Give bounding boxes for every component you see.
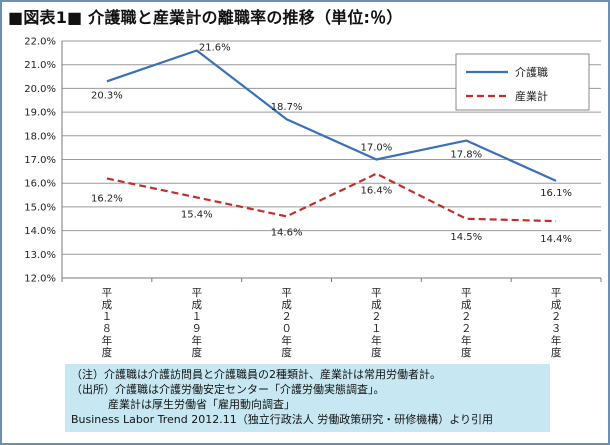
data-label: 14.5% — [450, 232, 482, 243]
x-tick-label: 平成２３年度 — [551, 287, 562, 359]
y-tick-label: 22.0% — [24, 37, 56, 48]
legend-box — [455, 53, 590, 111]
y-tick-label: 17.0% — [24, 155, 56, 166]
y-tick-label: 18.0% — [24, 131, 56, 142]
x-tick-label: 平成２２年度 — [461, 287, 472, 359]
data-label: 14.4% — [540, 234, 572, 245]
legend-label: 介護職 — [515, 65, 548, 79]
note-line-1: （注）介護職は介護訪問員と介護職員の2種類計、産業計は常用労働者計。 — [71, 368, 441, 381]
figure-title: ■図表1■ 介護職と産業計の離職率の推移（単位:％） — [8, 8, 403, 27]
legend-label: 産業計 — [515, 89, 548, 103]
notes-box: （注）介護職は介護訪問員と介護職員の2種類計、産業計は常用労働者計。 （出所）介… — [65, 364, 550, 432]
y-tick-label: 13.0% — [24, 250, 56, 261]
y-tick-label: 12.0% — [24, 274, 56, 285]
data-labels: 20.3% 21.6% 18.7% 17.0% 17.8% 16.1% 16.2% 15.4%… — [91, 42, 572, 245]
series-line-2 — [106, 172, 557, 223]
x-tick-label: 平成１９年度 — [192, 287, 203, 359]
series-lines — [106, 49, 557, 223]
y-tick-label: 20.0% — [24, 84, 56, 95]
data-label: 15.4% — [181, 209, 213, 220]
y-tick-label: 16.0% — [24, 179, 56, 190]
data-label: 21.6% — [199, 42, 231, 53]
data-label: 18.7% — [271, 102, 303, 113]
axes: 12.0% 13.0% 14.0% 15.0% 16.0% 17.0% 18.0% 19.0%… — [24, 37, 602, 359]
series-line-1 — [106, 49, 557, 182]
note-line-4: Business Labor Trend 2012.11（独立行政法人 労働政策… — [71, 413, 493, 426]
gridlines — [62, 40, 601, 279]
y-tick-label: 15.0% — [24, 202, 56, 213]
data-label: 16.1% — [540, 188, 572, 199]
data-label: 14.6% — [271, 227, 303, 238]
note-line-3: 産業計は厚生労働省「雇用動向調査」 — [108, 398, 295, 411]
data-label: 20.3% — [91, 90, 123, 101]
y-tick-label: 21.0% — [24, 60, 56, 71]
data-label: 17.8% — [450, 150, 482, 161]
data-label: 16.2% — [91, 193, 123, 204]
note-line-2: （出所）介護職は介護労働安定センター「介護労働実態調査」。 — [71, 383, 385, 396]
x-tick-label: 平成１８年度 — [102, 287, 113, 359]
x-tick-label: 平成２０年度 — [281, 287, 292, 359]
y-tick-label: 19.0% — [24, 108, 56, 119]
y-tick-label: 14.0% — [24, 226, 56, 237]
x-tick-label: 平成２１年度 — [371, 287, 382, 359]
data-label: 17.0% — [361, 143, 393, 154]
data-label: 16.4% — [361, 186, 393, 197]
